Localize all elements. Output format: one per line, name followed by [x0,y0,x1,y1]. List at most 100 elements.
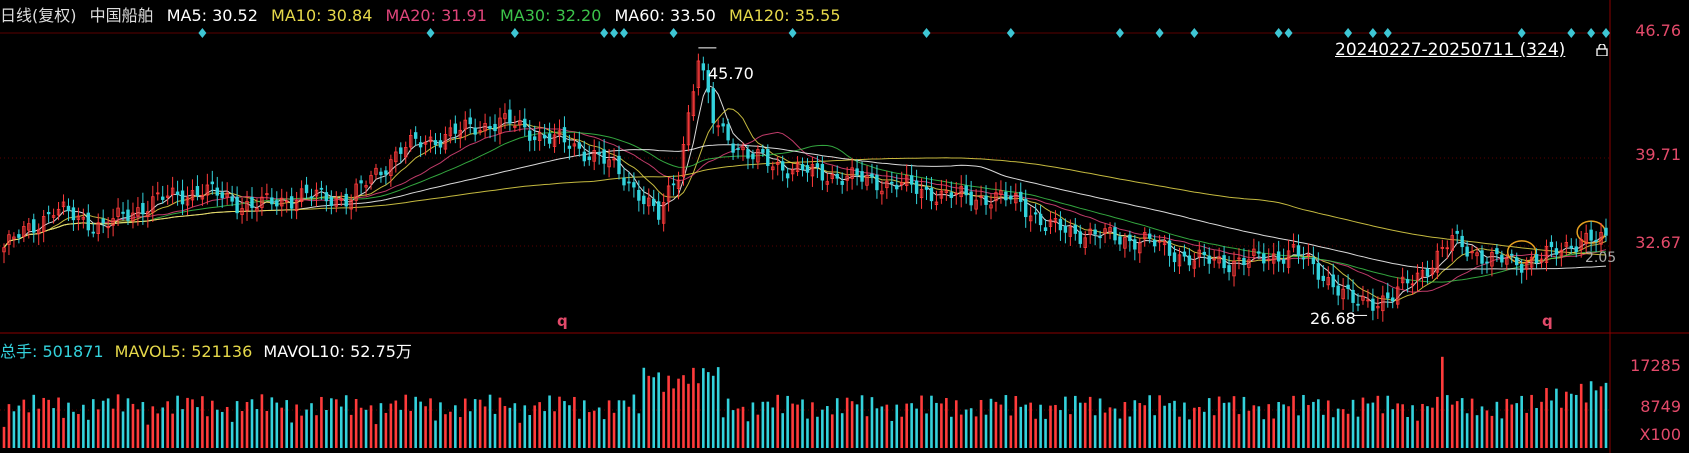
volume-bar [37,408,41,448]
volume-bar [1039,404,1042,448]
candle-body [453,123,458,134]
signal-dot [788,28,797,38]
volume-bar [1059,410,1062,448]
candle-body [250,197,254,208]
volume-bar [781,413,784,448]
volume-bar [711,375,715,448]
candle-body [493,123,497,132]
candle-body [756,149,760,163]
volume-bar [141,402,145,448]
candle-body [1495,248,1499,255]
volume-bar [945,397,948,448]
candle-body [652,198,656,206]
volume-bar [687,383,690,448]
volume-bar [57,397,60,448]
volume-bar [528,415,532,448]
candle-body [384,170,388,175]
candle-body [498,117,502,134]
signal-dot [1006,28,1015,38]
volume-bar [950,416,953,448]
candle-body [587,156,591,161]
candle-body [1356,303,1360,306]
volume-bar [627,406,631,448]
volume-bar [1222,402,1226,448]
date-range-label[interactable]: 20240227-20250711 (324) [1335,40,1566,60]
volume-bar [191,399,194,448]
volume-bar [865,416,869,448]
candle-body [661,202,666,224]
candle-body [161,196,165,200]
candle-body [1395,286,1400,305]
volume-bar [850,401,854,448]
candle-body [1078,231,1082,244]
candle-body [210,181,215,185]
candle-body [1043,227,1048,231]
candle-body [1460,235,1464,248]
volume-bar [389,403,393,448]
candle-body [17,234,21,238]
volume-bar [17,405,21,448]
volume-bar [508,407,512,448]
candle-body [582,151,586,162]
volume-bar [369,405,373,448]
lock-icon[interactable] [1596,44,1608,56]
candle-body [904,174,909,186]
candle-body [1019,191,1023,202]
volume-bar [840,413,844,448]
volume-bar [721,417,725,448]
volume-bar [692,367,695,448]
candle-body [1128,234,1132,242]
volume-bar [875,408,879,448]
candle-body [557,130,562,136]
price-tick-low: 32.67 [1635,233,1681,252]
volume-bar [900,416,904,448]
candle-body [289,196,294,209]
volume-bar [7,404,11,448]
candle-body [1118,236,1122,245]
volume-total: 总手: 501871 [0,342,104,361]
candle-body [27,223,31,231]
volume-bar [1188,419,1191,448]
candle-body [56,208,61,216]
candle-body [309,196,314,199]
candle-body [106,226,110,229]
candle-body [969,191,973,206]
candle-body [1009,195,1013,200]
volume-bar [211,400,214,448]
candle-body [1098,236,1102,239]
candle-body [1093,229,1097,235]
volume-bar [979,399,983,448]
volume-bar [82,404,85,448]
volume-bar [1118,418,1122,448]
candle-body [706,70,710,93]
candle-body [850,167,854,179]
volume-bar [449,411,452,448]
volume-bar [1346,413,1350,448]
candle-body [1430,267,1435,275]
candle-body [225,192,229,198]
volume-bar [91,399,95,448]
candle-body [1227,265,1231,273]
volume-bar [126,398,130,448]
volume-bar [458,417,462,448]
volume-bar [1465,413,1469,448]
volume-bar [330,398,333,448]
volume-bar [151,406,155,448]
volume-bar [1168,403,1171,448]
volume-bar [1069,414,1072,448]
volume-bar [1237,414,1241,448]
volume-bar [1128,416,1132,448]
volume-bar [597,407,601,448]
ma30-line [3,131,1607,283]
candle-body [1232,260,1236,277]
candle-body [666,185,671,202]
candle-body [1271,253,1276,264]
volume-bar [1441,356,1444,448]
volume-tick-top: 17285 [1630,356,1681,375]
volume-bar [1287,406,1290,448]
volume-bar [1257,406,1261,448]
signal-dot [1274,28,1283,38]
volume-bar [478,399,482,448]
